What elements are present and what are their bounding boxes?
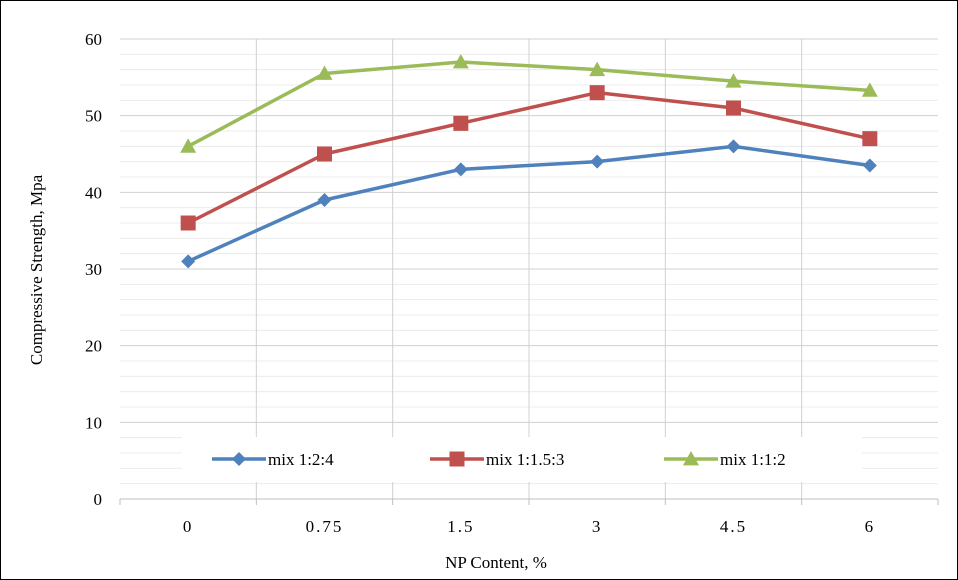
legend-box (182, 437, 862, 482)
y-tick-label: 0 (94, 490, 103, 509)
y-axis-title: Compressive Strength, Mpa (27, 174, 46, 365)
data-point (181, 254, 196, 269)
legend-label: mix 1:2:4 (268, 450, 334, 469)
data-point (726, 139, 741, 154)
y-tick-label: 20 (85, 337, 102, 356)
data-point (317, 193, 332, 207)
data-point (232, 452, 246, 466)
x-tick-label: 6 (865, 517, 876, 536)
x-tick-labels: 0 0.75 1.5 3 4.5 6 (183, 517, 876, 536)
series-line (187, 144, 871, 263)
series-line (187, 90, 871, 225)
data-point (725, 73, 742, 88)
x-tick-label: 0.75 (306, 517, 344, 536)
legend-label: mix 1:1.5:3 (486, 450, 564, 469)
series-layer (180, 54, 878, 269)
data-point (590, 154, 605, 169)
x-tick-label: 4.5 (720, 517, 747, 536)
series-line (187, 60, 870, 148)
y-tick-label: 40 (85, 183, 102, 202)
data-point (453, 162, 468, 177)
x-axis-title: NP Content, % (445, 553, 547, 572)
data-point (180, 215, 196, 231)
x-tick-label: 3 (592, 517, 603, 536)
data-point (862, 131, 878, 147)
x-tick-label: 1.5 (447, 517, 474, 536)
major-gridlines (120, 38, 938, 499)
data-point (180, 138, 197, 153)
y-tick-labels: 0 10 20 30 40 50 60 (85, 30, 102, 509)
data-point (862, 158, 877, 173)
legend: mix 1:2:4 mix 1:1.5:3 mix 1:1:2 (182, 437, 862, 482)
data-point (452, 54, 469, 69)
data-point (453, 115, 469, 131)
data-point (449, 451, 465, 467)
data-point (683, 451, 699, 466)
data-point (589, 61, 606, 77)
data-point (589, 85, 605, 101)
axes (119, 498, 939, 505)
data-point (861, 82, 878, 97)
x-tick-label: 0 (183, 517, 194, 536)
data-point (317, 146, 332, 162)
y-tick-label: 50 (85, 107, 102, 126)
y-tick-label: 60 (85, 30, 102, 49)
data-point (316, 65, 333, 80)
legend-label: mix 1:1:2 (720, 450, 786, 469)
y-tick-label: 10 (85, 413, 102, 432)
data-point (726, 100, 741, 116)
y-tick-label: 30 (85, 260, 102, 279)
